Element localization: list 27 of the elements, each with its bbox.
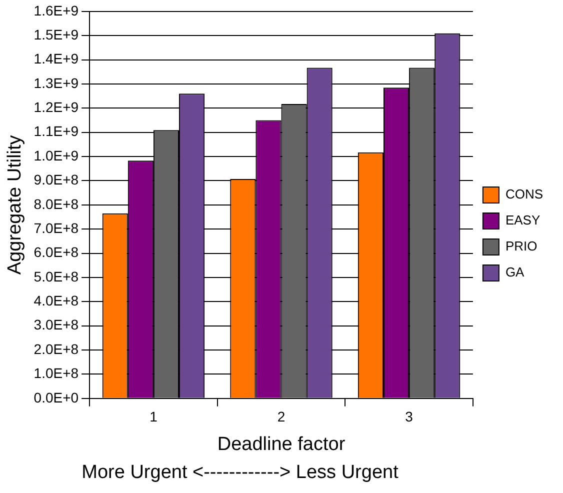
y-tick-label: 1.3E+9 [34, 74, 79, 91]
y-tick-label: 8.0E+8 [34, 196, 79, 212]
y-tick-label: 1.0E+9 [34, 147, 79, 164]
y-tick-label: 0.0E+0 [34, 389, 79, 406]
y-tick-label: 1.4E+9 [34, 50, 79, 67]
x-tick-label: 1 [150, 408, 158, 425]
y-tick-label: 6.0E+8 [34, 244, 79, 260]
x-tick-label: 3 [405, 408, 414, 425]
y-tick-label: 7.0E+8 [34, 220, 79, 236]
y-tick-label: 9.0E+8 [34, 172, 79, 188]
text: More Urgent <------------> Less Urgent [80, 462, 400, 484]
y-tick-label: 4.0E+8 [34, 292, 79, 309]
x-axis-title: Deadline factor [217, 434, 346, 455]
legend-label: PRIO [505, 238, 538, 254]
y-tick-label: 3.0E+8 [34, 316, 79, 333]
legend-label: EASY [505, 212, 540, 228]
y-tick-label: 1.6E+9 [34, 2, 79, 18]
y-tick-label: 1.1E+9 [34, 123, 79, 140]
y-tick-label: 1.5E+9 [34, 26, 79, 42]
y-tick-label: 5.0E+8 [34, 268, 79, 284]
y-tick-label: 1.2E+9 [34, 99, 79, 116]
x-tick-label: 2 [277, 408, 286, 425]
legend-label: GA [505, 264, 525, 280]
legend-label: CONS [505, 186, 544, 202]
y-tick-label: 2.0E+8 [34, 340, 79, 357]
y-tick-label: 1.0E+8 [34, 365, 79, 382]
y-axis-title: Aggregate Utility [4, 134, 26, 275]
